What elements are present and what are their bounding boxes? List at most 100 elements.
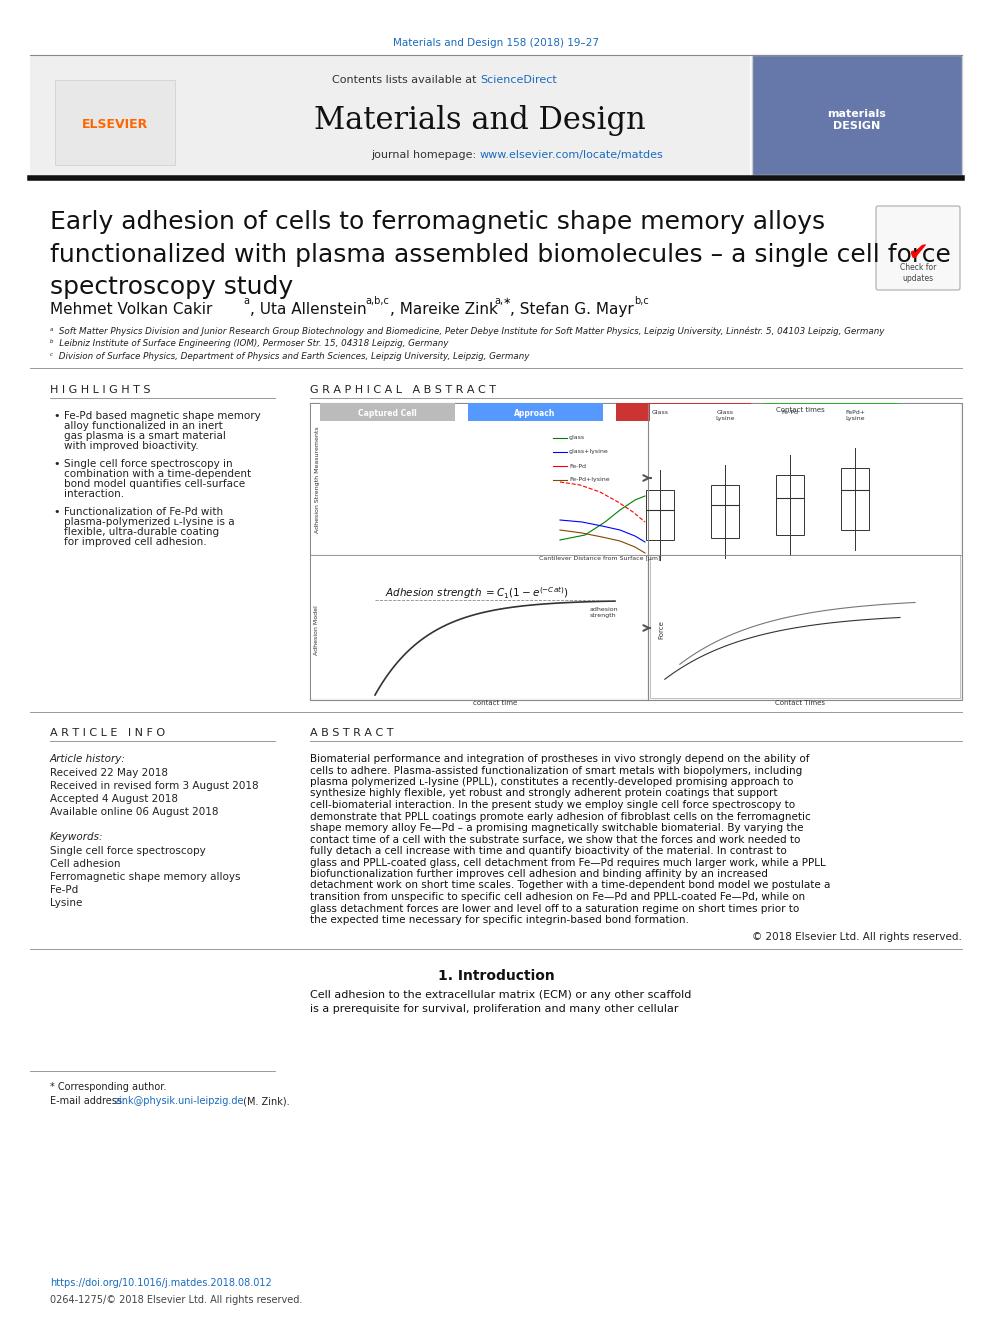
Bar (646, 490, 674, 540)
Text: ᶜ  Division of Surface Physics, Department of Physics and Earth Sciences, Leipzi: ᶜ Division of Surface Physics, Departmen… (50, 352, 530, 361)
Text: © 2018 Elsevier Ltd. All rights reserved.: © 2018 Elsevier Ltd. All rights reserved… (752, 931, 962, 942)
Text: zink@physik.uni-leipzig.de: zink@physik.uni-leipzig.de (115, 1097, 244, 1106)
Text: Materials and Design 158 (2018) 19–27: Materials and Design 158 (2018) 19–27 (393, 38, 599, 48)
Text: Early adhesion of cells to ferromagnetic shape memory alloys
functionalized with: Early adhesion of cells to ferromagnetic… (50, 210, 951, 299)
Text: detachment work on short time scales. Together with a time-dependent bond model : detachment work on short time scales. To… (310, 881, 830, 890)
Text: ✔: ✔ (908, 241, 929, 265)
Text: Fe-Pd based magnetic shape memory: Fe-Pd based magnetic shape memory (64, 411, 261, 421)
Text: Single cell force spectroscopy: Single cell force spectroscopy (50, 845, 205, 856)
Text: Received in revised form 3 August 2018: Received in revised form 3 August 2018 (50, 781, 259, 791)
Text: plasma polymerized ʟ-lysine (PPLL), constitutes a recently-developed promising a: plasma polymerized ʟ-lysine (PPLL), cons… (310, 777, 794, 787)
Text: Fe-Pd: Fe-Pd (569, 463, 586, 468)
Text: Functionalization of Fe-Pd with: Functionalization of Fe-Pd with (64, 507, 223, 517)
Text: Mehmet Volkan Cakir: Mehmet Volkan Cakir (50, 302, 217, 318)
Text: demonstrate that PPLL coatings promote early adhesion of fibroblast cells on the: demonstrate that PPLL coatings promote e… (310, 811, 810, 822)
Text: FePd+
Lysine: FePd+ Lysine (845, 410, 865, 421)
Text: gas plasma is a smart material: gas plasma is a smart material (64, 431, 226, 441)
Bar (320, 404, 455, 421)
Text: •: • (53, 459, 60, 468)
Text: adhesion
strength: adhesion strength (590, 607, 619, 618)
Text: www.elsevier.com/locate/matdes: www.elsevier.com/locate/matdes (480, 149, 664, 160)
Text: Retract: Retract (815, 409, 847, 418)
Text: Glass: Glass (652, 410, 669, 415)
Text: glass and PPLL-coated glass, cell detachment from Fe—Pd requires much larger wor: glass and PPLL-coated glass, cell detach… (310, 857, 825, 868)
Text: with improved bioactivity.: with improved bioactivity. (64, 441, 198, 451)
Text: ScienceDirect: ScienceDirect (480, 75, 557, 85)
Text: a,∗: a,∗ (494, 296, 511, 306)
Bar (776, 475, 804, 534)
Bar (55, 79, 175, 165)
Text: fully detach a cell increase with time and quantify bioactivity of the material.: fully detach a cell increase with time a… (310, 845, 787, 856)
Text: Fe-Pd: Fe-Pd (782, 410, 799, 415)
Text: Check for
updates: Check for updates (900, 263, 936, 283)
Text: Glass
Lysine: Glass Lysine (715, 410, 735, 421)
Text: Approach: Approach (514, 409, 556, 418)
Bar (468, 404, 603, 421)
Text: transition from unspecific to specific cell adhesion on Fe—Pd and PPLL-coated Fe: transition from unspecific to specific c… (310, 892, 806, 902)
Text: Lysine: Lysine (50, 898, 82, 908)
Bar (311, 404, 959, 554)
Text: Contents lists available at: Contents lists available at (332, 75, 480, 85)
Text: contact time: contact time (473, 700, 517, 706)
Text: Captured Cell: Captured Cell (358, 409, 417, 418)
Text: Available online 06 August 2018: Available online 06 August 2018 (50, 807, 218, 818)
Text: (M. Zink).: (M. Zink). (240, 1097, 290, 1106)
Text: Fe-Pd+lysine: Fe-Pd+lysine (569, 478, 610, 483)
Text: shape memory alloy Fe—Pd – a promising magnetically switchable biomaterial. By v: shape memory alloy Fe—Pd – a promising m… (310, 823, 804, 833)
Text: Cantilever Distance from Surface [μm]: Cantilever Distance from Surface [μm] (540, 556, 661, 561)
Text: contact time of a cell with the substrate surface, we show that the forces and w: contact time of a cell with the substrat… (310, 835, 801, 844)
Text: Fe-Pd: Fe-Pd (50, 885, 78, 894)
Bar (711, 486, 739, 538)
Bar (841, 468, 869, 531)
Text: , Mareike Zink: , Mareike Zink (390, 302, 503, 318)
Text: materials
DESIGN: materials DESIGN (827, 110, 887, 131)
Text: Materials and Design: Materials and Design (314, 105, 646, 136)
Text: alloy functionalized in an inert: alloy functionalized in an inert (64, 421, 223, 431)
Text: •: • (53, 411, 60, 421)
Text: Keywords:: Keywords: (50, 832, 103, 841)
Text: cells to adhere. Plasma-assisted functionalization of smart metals with biopolym: cells to adhere. Plasma-assisted functio… (310, 766, 803, 775)
Bar (650, 404, 960, 554)
Text: plasma-polymerized ʟ-lysine is a: plasma-polymerized ʟ-lysine is a (64, 517, 235, 527)
Text: 0264-1275/© 2018 Elsevier Ltd. All rights reserved.: 0264-1275/© 2018 Elsevier Ltd. All right… (50, 1295, 303, 1304)
Text: Contact times: Contact times (776, 407, 824, 413)
Text: b,c: b,c (634, 296, 649, 306)
Bar (311, 556, 647, 699)
Text: Adhesion Strength Measurements: Adhesion Strength Measurements (314, 427, 319, 533)
Text: glass: glass (569, 435, 585, 441)
Text: biofunctionalization further improves cell adhesion and binding affinity by an i: biofunctionalization further improves ce… (310, 869, 768, 878)
Text: combination with a time-dependent: combination with a time-dependent (64, 468, 251, 479)
Text: Adhesion Model: Adhesion Model (314, 605, 319, 655)
Bar (30, 56, 210, 175)
Text: interaction.: interaction. (64, 490, 124, 499)
Text: a,b,c: a,b,c (365, 296, 389, 306)
Bar (616, 404, 751, 421)
Bar (650, 556, 960, 699)
Text: glass+lysine: glass+lysine (569, 450, 609, 455)
Text: Cell adhesion: Cell adhesion (50, 859, 120, 869)
Text: •: • (53, 507, 60, 517)
Bar (752, 56, 962, 175)
Text: G R A P H I C A L   A B S T R A C T: G R A P H I C A L A B S T R A C T (310, 385, 496, 396)
Text: glass detachment forces are lower and level off to a saturation regime on short : glass detachment forces are lower and le… (310, 904, 800, 913)
Text: flexible, ultra-durable coating: flexible, ultra-durable coating (64, 527, 219, 537)
Text: ᵃ  Soft Matter Physics Division and Junior Research Group Biotechnology and Biom: ᵃ Soft Matter Physics Division and Junio… (50, 325, 885, 336)
Text: 1. Introduction: 1. Introduction (437, 968, 555, 983)
Text: Received 22 May 2018: Received 22 May 2018 (50, 767, 168, 778)
Text: , Uta Allenstein: , Uta Allenstein (250, 302, 371, 318)
Text: journal homepage:: journal homepage: (371, 149, 480, 160)
Bar (210, 56, 750, 175)
Text: for improved cell adhesion.: for improved cell adhesion. (64, 537, 206, 546)
Text: bond model quantifies cell-surface: bond model quantifies cell-surface (64, 479, 245, 490)
Text: Cell adhesion to the extracellular matrix (ECM) or any other scaffold
is a prere: Cell adhesion to the extracellular matri… (310, 991, 691, 1013)
Text: https://doi.org/10.1016/j.matdes.2018.08.012: https://doi.org/10.1016/j.matdes.2018.08… (50, 1278, 272, 1289)
Text: A B S T R A C T: A B S T R A C T (310, 728, 394, 738)
Text: synthesize highly flexible, yet robust and strongly adherent protein coatings th: synthesize highly flexible, yet robust a… (310, 789, 778, 799)
Text: Single cell force spectroscopy in: Single cell force spectroscopy in (64, 459, 233, 468)
Text: ELSEVIER: ELSEVIER (82, 119, 148, 131)
Text: Contact Times: Contact Times (775, 700, 825, 706)
Bar (310, 404, 962, 700)
Text: * Corresponding author.: * Corresponding author. (50, 1082, 167, 1093)
Text: Accepted 4 August 2018: Accepted 4 August 2018 (50, 794, 178, 804)
Text: Article history:: Article history: (50, 754, 126, 763)
